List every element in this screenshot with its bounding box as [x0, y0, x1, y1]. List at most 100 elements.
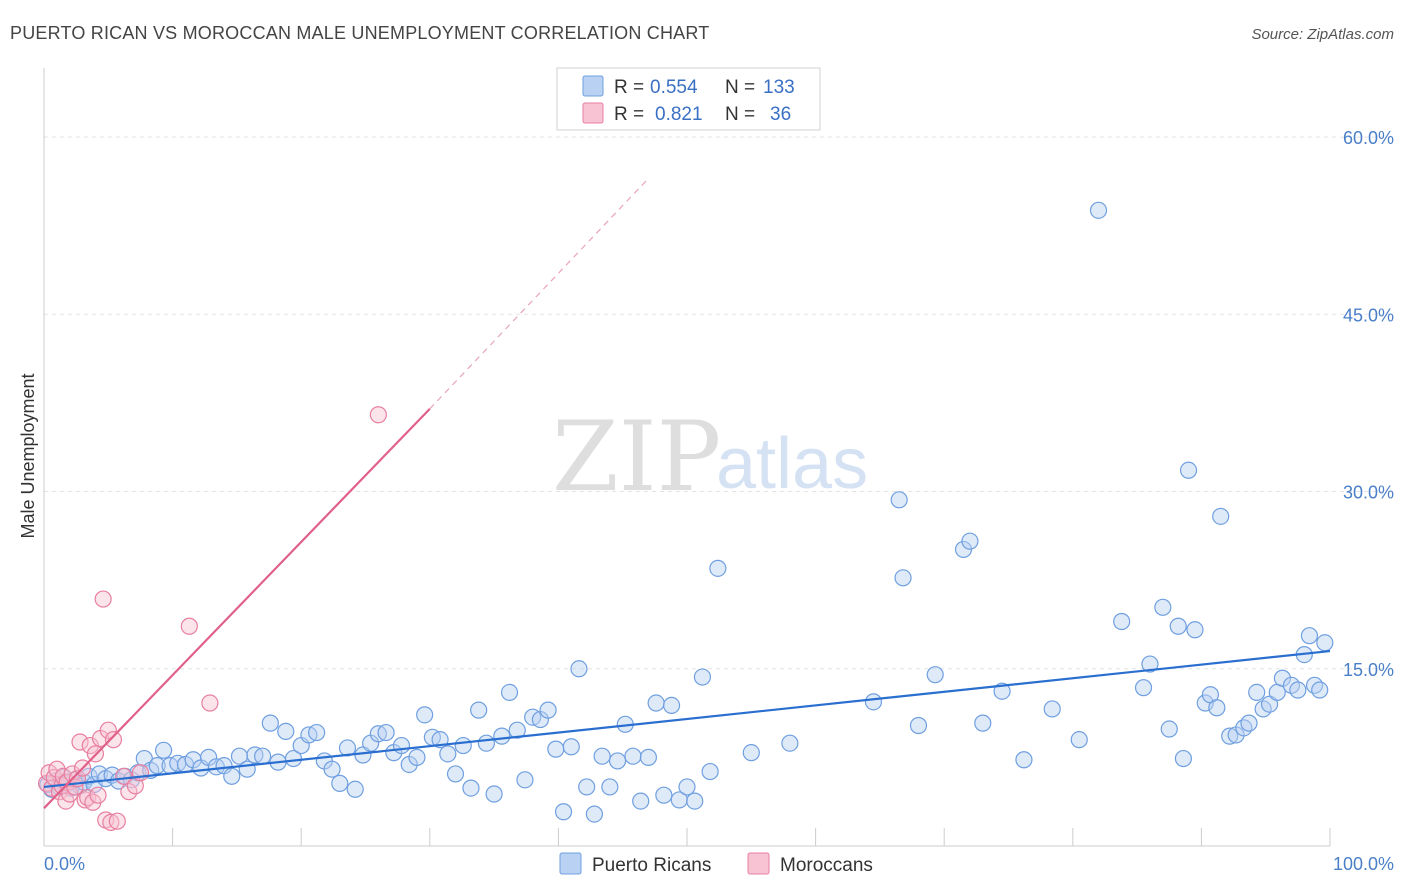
point-puerto-ricans — [1179, 461, 1198, 479]
point-puerto-ricans — [462, 779, 480, 797]
y-tick-label: 60.0% — [1343, 128, 1394, 148]
point-puerto-ricans — [639, 748, 658, 766]
point-puerto-ricans — [148, 757, 166, 775]
point-puerto-ricans — [261, 714, 279, 732]
legend-n-label-moroccans: N = — [725, 104, 755, 125]
point-puerto-ricans — [1316, 634, 1334, 652]
legend-r-value-puerto-ricans: 0.554 — [650, 77, 698, 98]
legend-r-value-moroccans: 0.821 — [655, 104, 703, 125]
point-puerto-ricans — [1208, 699, 1226, 717]
point-moroccans — [201, 694, 219, 712]
point-puerto-ricans — [1154, 598, 1172, 616]
point-puerto-ricans — [926, 666, 944, 684]
point-puerto-ricans — [742, 744, 760, 762]
point-moroccans — [94, 590, 112, 608]
point-moroccans — [99, 721, 117, 739]
point-puerto-ricans — [1300, 627, 1319, 645]
point-puerto-ricans — [1289, 681, 1307, 699]
point-puerto-ricans — [632, 792, 650, 810]
point-puerto-ricans — [554, 803, 573, 821]
point-puerto-ricans — [284, 749, 303, 768]
x-tick-label-end: 100.0% — [1333, 854, 1394, 874]
point-puerto-ricans — [392, 736, 411, 755]
bottom-legend-swatch-puerto-ricans — [559, 852, 582, 875]
point-puerto-ricans — [1221, 727, 1239, 745]
point-moroccans — [79, 788, 97, 807]
point-puerto-ricans — [1160, 720, 1178, 738]
point-puerto-ricans — [416, 706, 434, 724]
point-moroccans — [48, 760, 66, 778]
gridlines — [44, 136, 1394, 670]
legend-r-label-moroccans: R = — [614, 104, 644, 125]
point-puerto-ricans — [539, 701, 557, 719]
point-puerto-ricans — [485, 785, 503, 803]
point-puerto-ricans — [1311, 681, 1329, 699]
point-moroccans — [63, 765, 81, 783]
chart-source: Source: ZipAtlas.com — [1251, 26, 1394, 43]
point-puerto-ricans — [585, 805, 604, 823]
point-puerto-ricans — [693, 668, 712, 686]
y-tick-label: 45.0% — [1343, 305, 1394, 325]
point-puerto-ricans — [624, 747, 642, 765]
chart-title: PUERTO RICAN VS MOROCCAN MALE UNEMPLOYME… — [10, 23, 709, 43]
point-puerto-ricans — [277, 722, 295, 740]
y-tick-labels: 15.0% 30.0% 45.0% 60.0% — [1343, 128, 1394, 680]
point-moroccans — [120, 783, 138, 801]
legend-n-value-puerto-ricans: 133 — [763, 77, 795, 98]
point-puerto-ricans — [1113, 612, 1131, 631]
point-puerto-ricans — [678, 778, 696, 796]
legend-r-label-puerto-ricans: R = — [614, 77, 644, 98]
legend-n-label-puerto-ricans: N = — [725, 77, 755, 98]
y-axis-label: Male Unemployment — [18, 373, 38, 538]
point-puerto-ricans — [562, 738, 580, 756]
point-moroccans — [71, 733, 89, 751]
point-puerto-ricans — [608, 752, 627, 770]
point-puerto-ricans — [493, 727, 511, 745]
point-puerto-ricans — [1212, 507, 1230, 525]
point-puerto-ricans — [578, 778, 596, 796]
bottom-legend-label-moroccans: Moroccans — [780, 855, 873, 876]
point-puerto-ricans — [974, 714, 992, 732]
point-moroccans — [180, 617, 198, 635]
point-puerto-ricans — [1248, 683, 1266, 702]
y-tick-label: 15.0% — [1343, 660, 1394, 680]
point-puerto-ricans — [1305, 676, 1324, 694]
point-puerto-ricans — [454, 736, 472, 755]
point-puerto-ricans — [1089, 201, 1108, 219]
point-puerto-ricans — [439, 745, 457, 763]
point-puerto-ricans — [547, 740, 565, 758]
point-puerto-ricans — [701, 762, 719, 781]
point-moroccans — [102, 813, 120, 831]
point-puerto-ricans — [154, 741, 173, 759]
x-tick-label-start: 0.0% — [44, 854, 85, 874]
point-puerto-ricans — [655, 786, 673, 804]
point-puerto-ricans — [662, 696, 681, 714]
point-puerto-ricans — [477, 734, 495, 752]
bottom-legend-swatch-moroccans — [747, 852, 770, 875]
point-puerto-ricans — [508, 721, 526, 739]
point-puerto-ricans — [894, 569, 912, 587]
trend-line-puerto-ricans — [43, 649, 1331, 789]
legend-swatch-puerto-ricans — [582, 75, 604, 97]
point-puerto-ricans — [686, 792, 704, 810]
trend-line-moroccans-extension — [429, 178, 649, 410]
point-puerto-ricans — [570, 660, 588, 678]
watermark-zip: ZIP — [552, 401, 721, 513]
point-puerto-ricans — [1186, 621, 1204, 639]
point-puerto-ricans — [909, 716, 928, 735]
point-puerto-ricans — [601, 778, 619, 796]
point-moroccans — [89, 786, 107, 804]
point-puerto-ricans — [470, 701, 488, 719]
x-tick-marks — [172, 828, 1331, 846]
point-puerto-ricans — [1015, 751, 1033, 769]
bottom-legend-label-puerto-ricans: Puerto Ricans — [592, 855, 711, 876]
point-puerto-ricans — [593, 747, 611, 765]
point-puerto-ricans — [647, 694, 665, 712]
point-puerto-ricans — [781, 734, 799, 752]
trend-lines-solid — [43, 408, 1331, 809]
point-puerto-ricans — [1134, 679, 1153, 697]
series-legend: Puerto Ricans Moroccans — [559, 852, 873, 876]
point-puerto-ricans — [408, 748, 426, 766]
point-puerto-ricans — [1169, 617, 1187, 635]
point-puerto-ricans — [864, 693, 883, 711]
